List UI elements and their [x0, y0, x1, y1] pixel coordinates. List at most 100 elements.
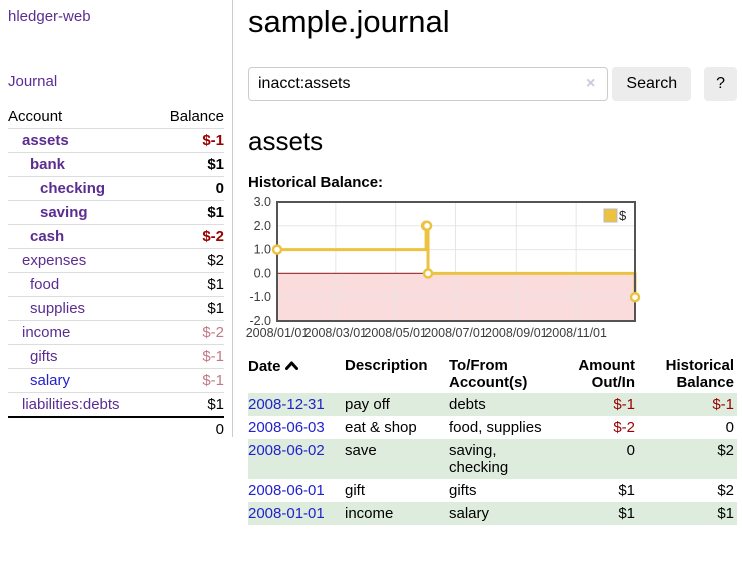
search-button[interactable]: Search	[612, 66, 692, 101]
register-cell-description: gift	[345, 481, 366, 499]
register-cell-date: 2008-12-31	[248, 393, 345, 416]
transaction-date-link[interactable]: 2008-01-01	[248, 504, 325, 522]
account-balance: $1	[207, 276, 224, 293]
chart-data-point	[422, 267, 434, 279]
account-row: bank $1	[8, 152, 224, 177]
account-balance: $-1	[202, 348, 224, 365]
x-axis-tick-label: 2008/09/01	[485, 326, 548, 340]
register-cell-date: 2008-06-01	[248, 479, 345, 502]
main-content: sample.journal × Search ? assets Histori…	[246, 0, 737, 525]
legend-label: $	[619, 208, 627, 223]
account-row: food $1	[8, 272, 224, 297]
register-cell-amount: $1	[618, 504, 635, 522]
page-title: sample.journal	[248, 4, 450, 39]
account-link[interactable]: checking	[40, 180, 106, 197]
account-balance: $-1	[202, 372, 224, 389]
accounts-header-balance: Balance	[169, 108, 224, 125]
account-row: checking 0	[8, 176, 224, 201]
chart-data-point	[271, 243, 283, 255]
search-form: × Search ?	[248, 66, 737, 101]
x-axis-tick-label: 2008/03/01	[305, 326, 368, 340]
account-row: cash $-2	[8, 224, 224, 249]
register-header-description: Description	[345, 356, 428, 374]
register-header-amount: Amount Out/In	[578, 356, 635, 391]
account-link[interactable]: liabilities:debts	[22, 396, 120, 413]
register-cell-description: save	[345, 441, 377, 459]
account-link[interactable]: supplies	[30, 300, 86, 317]
account-row: gifts $-1	[8, 344, 224, 369]
register-header-accounts: To/From Account(s)	[449, 356, 528, 391]
accounts-header-account: Account	[8, 108, 63, 125]
account-row: liabilities:debts $1	[8, 392, 224, 417]
account-balance: 0	[215, 180, 224, 197]
transaction-date-link[interactable]: 2008-06-02	[248, 441, 325, 459]
account-link[interactable]: income	[22, 324, 71, 341]
account-balance: $1	[207, 396, 224, 413]
account-balance: $-2	[202, 228, 224, 245]
account-balance: $1	[207, 300, 224, 317]
account-row: saving $1	[8, 200, 224, 225]
register-cell-balance: $-1	[712, 395, 734, 413]
x-axis-tick-label: 2008/07/01	[424, 326, 487, 340]
register-row: 2008-06-01 gift gifts $1 $2	[248, 479, 737, 502]
app-title-link[interactable]: hledger-web	[8, 8, 91, 25]
sidebar-item-journal[interactable]: Journal	[8, 73, 58, 90]
accounts-total-row: 0	[8, 416, 224, 441]
account-row: assets $-1	[8, 128, 224, 153]
account-balance: $1	[207, 156, 224, 173]
account-balance: $2	[207, 252, 224, 269]
register-cell-description: income	[345, 504, 394, 522]
y-axis-tick-label: 1.0	[254, 242, 271, 256]
register-cell-balance: $2	[717, 481, 734, 499]
clear-search-icon[interactable]: ×	[586, 74, 596, 92]
register-cell-balance: $1	[717, 504, 734, 522]
help-button[interactable]: ?	[704, 66, 737, 101]
sidebar: hledger-web Journal Account Balance asse…	[0, 0, 233, 441]
register-cell-balance: $2	[717, 441, 734, 459]
legend-swatch	[603, 208, 618, 223]
account-row: salary $-1	[8, 368, 224, 393]
historical-balance-chart[interactable]: $3.0 2.0 1.0 0.0 -1.0 -2.02008/01/012008/03/0…	[246, 195, 668, 340]
accounts-table: Account Balance assets $-1 bank $1 checking 0…	[8, 105, 224, 441]
chart-data-point	[421, 220, 433, 231]
register-cell-amount: $1	[618, 481, 635, 499]
account-balance: $-2	[202, 324, 224, 341]
y-axis-tick-label: 2.0	[254, 218, 271, 232]
register-cell-description: eat & shop	[345, 418, 417, 436]
y-axis-tick-label: -1.0	[249, 290, 271, 304]
y-axis-tick-label: 3.0	[254, 195, 271, 209]
x-axis-tick-label: 2008/11/01	[545, 326, 607, 340]
account-link[interactable]: food	[30, 276, 60, 293]
x-axis-tick-label: 2008/01/01	[246, 326, 309, 340]
account-link[interactable]: cash	[30, 228, 65, 245]
register-row: 2008-06-03 eat & shop food, supplies $-2 0	[248, 416, 737, 439]
register-table: Date Description To/From Account(s) Amou…	[248, 355, 737, 525]
account-link[interactable]: gifts	[30, 348, 58, 365]
register-row: 2008-01-01 income salary $1 $1	[248, 501, 737, 525]
account-link[interactable]: bank	[30, 156, 66, 173]
search-input[interactable]	[248, 66, 609, 101]
register-cell-date: 2008-06-02	[248, 439, 345, 479]
chart-border	[276, 200, 636, 322]
register-cell-amount: $-2	[613, 418, 635, 436]
register-cell-date: 2008-01-01	[248, 502, 345, 525]
transaction-date-link[interactable]: 2008-06-01	[248, 481, 325, 499]
account-link[interactable]: salary	[30, 372, 71, 389]
register-cell-amount: 0	[626, 441, 635, 459]
register-row: 2008-06-02 save saving, checking 0 $2	[248, 438, 737, 479]
register-cell-accounts: debts	[449, 395, 486, 413]
chart-label: Historical Balance:	[248, 173, 384, 191]
y-axis-tick-label: -2.0	[249, 314, 271, 328]
y-axis-tick-label: 0.0	[254, 266, 271, 280]
transaction-date-link[interactable]: 2008-12-31	[248, 395, 325, 413]
account-link[interactable]: saving	[40, 204, 88, 221]
transaction-date-link[interactable]: 2008-06-03	[248, 418, 325, 436]
account-link[interactable]: assets	[22, 132, 69, 149]
account-row: supplies $1	[8, 296, 224, 321]
register-header-date[interactable]: Date	[248, 355, 345, 393]
chart-data-point	[629, 291, 641, 303]
account-link[interactable]: expenses	[22, 252, 87, 269]
register-cell-balance: 0	[725, 418, 734, 436]
register-cell-date: 2008-06-03	[248, 416, 345, 439]
account-row: expenses $2	[8, 248, 224, 273]
